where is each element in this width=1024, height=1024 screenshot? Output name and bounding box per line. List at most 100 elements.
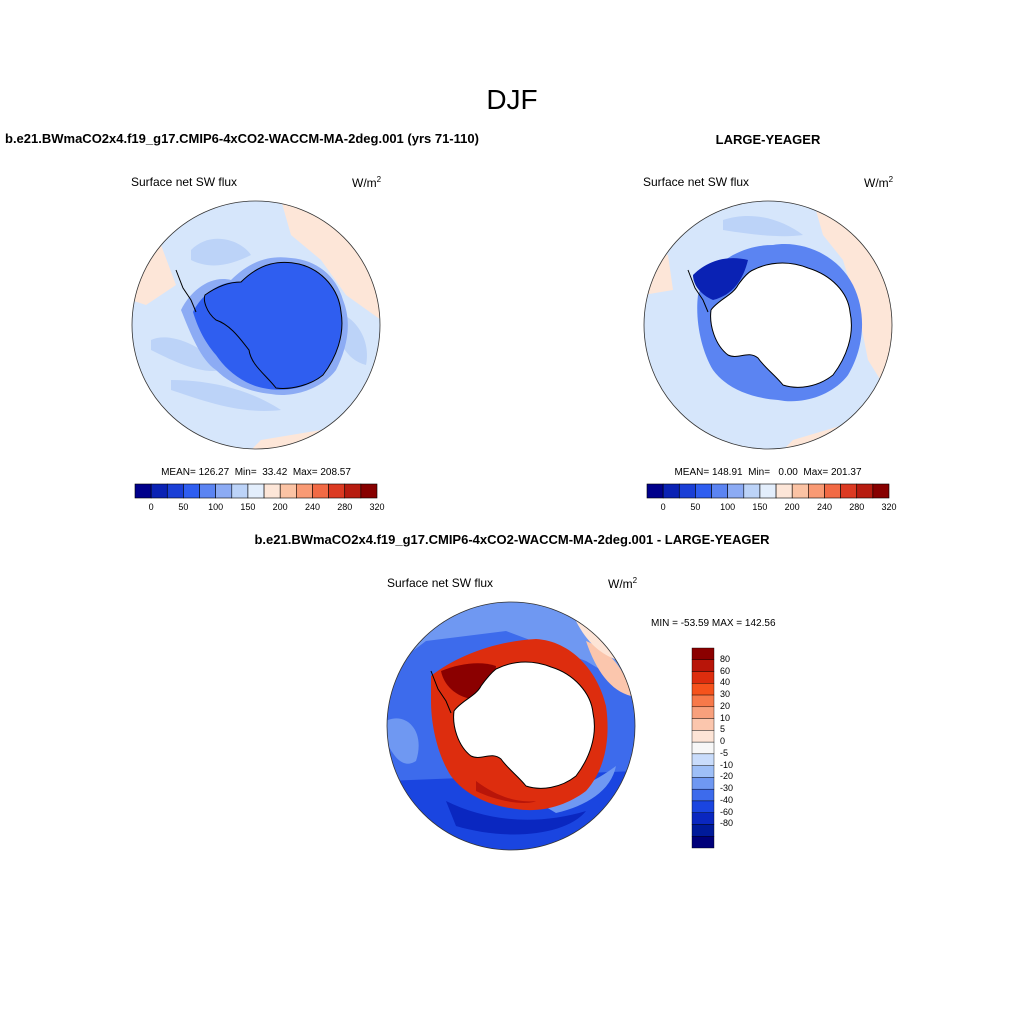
panel-a-map	[131, 200, 381, 450]
colorbar-box	[215, 483, 233, 499]
colorbar-box	[808, 483, 825, 499]
panel-a-variable: Surface net SW flux	[131, 175, 238, 189]
colorbar-box	[166, 483, 184, 499]
colorbar-tick-label: 240	[304, 502, 320, 512]
colorbar-box	[183, 483, 200, 499]
colorbar-tick-label: 5	[720, 724, 726, 735]
colorbar-box	[691, 741, 715, 755]
colorbar-tick-label: -40	[720, 794, 734, 805]
colorbar-box	[691, 671, 715, 684]
colorbar-tick-label: 150	[752, 502, 768, 512]
colorbar-box	[840, 483, 858, 499]
colorbar-tick-label: -20	[720, 771, 734, 782]
colorbar-box	[691, 812, 715, 825]
colorbar-box	[691, 706, 715, 719]
colorbar-tick-label: 280	[849, 502, 865, 512]
colorbar-box	[344, 483, 362, 499]
colorbar-tick-label: 30	[720, 689, 731, 700]
panel-c-title: b.e21.BWmaCO2x4.f19_g17.CMIP6-4xCO2-WACC…	[254, 532, 770, 547]
colorbar-box	[691, 800, 715, 813]
panel-a-colorbar	[134, 483, 378, 499]
colorbar-box	[759, 483, 777, 499]
panel-c-map	[386, 601, 636, 851]
colorbar-tick-label: 200	[272, 502, 288, 512]
panel-b-stats: MEAN= 148.91 Min= 0.00 Max= 201.37	[674, 467, 862, 478]
panel-a-units: W/m2	[352, 175, 382, 190]
panel-b-title: LARGE-YEAGER	[715, 132, 821, 147]
colorbar-tick-label: 0	[720, 736, 726, 747]
colorbar-box	[691, 765, 715, 778]
colorbar-box	[312, 483, 329, 499]
colorbar-box	[263, 483, 281, 499]
colorbar-box	[824, 483, 841, 499]
colorbar-box	[872, 483, 890, 499]
colorbar-box	[231, 483, 249, 499]
colorbar-box	[678, 483, 696, 499]
colorbar-box	[695, 483, 712, 499]
colorbar-tick-label: 50	[178, 502, 189, 512]
colorbar-box	[328, 483, 346, 499]
colorbar-box	[134, 483, 152, 499]
colorbar-box	[691, 683, 715, 696]
panel-a-colorbar-labels: 0 50 100 150 200 240 280 320	[135, 502, 385, 514]
colorbar-box	[691, 788, 715, 802]
colorbar-box	[691, 694, 715, 708]
colorbar-box	[691, 836, 715, 849]
colorbar-box	[279, 483, 297, 499]
colorbar-box	[691, 730, 715, 743]
colorbar-tick-label: 40	[720, 677, 731, 688]
colorbar-box	[150, 483, 168, 499]
colorbar-box	[296, 483, 313, 499]
colorbar-tick-label: -30	[720, 783, 734, 794]
colorbar-box	[360, 483, 378, 499]
colorbar-box	[791, 483, 809, 499]
colorbar-tick-label: 200	[784, 502, 800, 512]
panel-c-variable: Surface net SW flux	[387, 576, 494, 590]
panel-b-colorbar-labels: 0 50 100 150 200 240 280 320	[647, 502, 897, 514]
colorbar-tick-label: -60	[720, 806, 734, 817]
colorbar-box	[691, 777, 715, 790]
colorbar-box	[775, 483, 793, 499]
panel-a-stats: MEAN= 126.27 Min= 33.42 Max= 208.57	[161, 467, 351, 478]
panel-b-colorbar	[646, 483, 890, 499]
colorbar-box	[691, 718, 715, 731]
colorbar-box	[691, 659, 715, 672]
colorbar-tick-label: 20	[720, 700, 731, 711]
colorbar-tick-label: 60	[720, 665, 731, 676]
colorbar-tick-label: 240	[816, 502, 832, 512]
colorbar-box	[743, 483, 761, 499]
colorbar-box	[727, 483, 745, 499]
colorbar-tick-label: 80	[720, 653, 731, 664]
colorbar-tick-label: 10	[720, 712, 731, 723]
colorbar-box	[691, 824, 715, 837]
colorbar-box	[691, 647, 715, 660]
colorbar-box	[711, 483, 728, 499]
colorbar-tick-label: -10	[720, 759, 734, 770]
colorbar-tick-label: -5	[720, 747, 729, 758]
colorbar-tick-label: -80	[720, 818, 734, 829]
panel-c-minmax: MIN = -53.59 MAX = 142.56	[651, 618, 776, 629]
colorbar-box	[199, 483, 216, 499]
panel-b-units: W/m2	[864, 175, 894, 190]
colorbar-box	[662, 483, 680, 499]
main-title: DJF	[486, 84, 538, 115]
panel-b-map	[643, 200, 893, 450]
colorbar-tick-label: 280	[337, 502, 353, 512]
panel-c-units: W/m2	[608, 576, 638, 591]
colorbar-tick-label: 100	[720, 502, 736, 512]
colorbar-tick-label: 0	[660, 502, 666, 512]
panel-c-colorbar-labels: 80 60 40 30 20 10 5 0 -5 -10 -20 -30 -40 -60 -80	[720, 648, 750, 848]
colorbar-tick-label: 320	[369, 502, 385, 512]
colorbar-tick-label: 100	[208, 502, 224, 512]
panel-b-variable: Surface net SW flux	[643, 175, 750, 189]
panel-a-title: b.e21.BWmaCO2x4.f19_g17.CMIP6-4xCO2-WACC…	[5, 131, 479, 146]
colorbar-tick-label: 150	[240, 502, 256, 512]
colorbar-box	[691, 753, 715, 766]
colorbar-box	[856, 483, 874, 499]
colorbar-tick-label: 320	[881, 502, 897, 512]
colorbar-tick-label: 50	[690, 502, 701, 512]
colorbar-box	[646, 483, 664, 499]
panel-c-colorbar	[691, 647, 715, 849]
colorbar-box	[247, 483, 265, 499]
colorbar-tick-label: 0	[148, 502, 154, 512]
